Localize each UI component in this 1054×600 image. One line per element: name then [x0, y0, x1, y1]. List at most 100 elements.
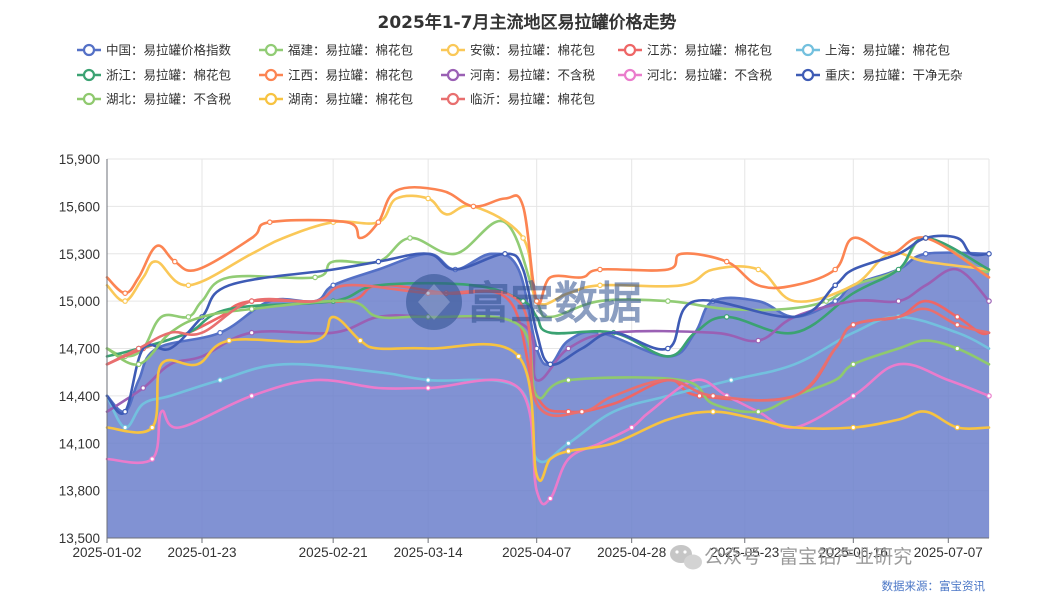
series-3-point[interactable] [425, 195, 431, 202]
series-10-point[interactable] [547, 361, 554, 368]
series-3-point[interactable] [755, 266, 762, 273]
series-12-point[interactable] [710, 408, 716, 415]
series-11-point[interactable] [565, 377, 572, 383]
legend-item-11[interactable]: 湖北：易拉罐：不含税 [77, 92, 232, 107]
series-9-point[interactable] [850, 393, 857, 399]
series-5-point[interactable] [565, 440, 572, 447]
series-5-point[interactable] [728, 377, 735, 383]
series-11-line[interactable] [105, 299, 991, 414]
series-7-line[interactable] [105, 186, 991, 306]
series-2-point[interactable] [312, 274, 318, 281]
series-2-point[interactable] [823, 298, 830, 304]
series-1-point[interactable] [330, 282, 337, 289]
legend-item-7[interactable]: 江西：易拉罐：棉花包 [259, 68, 413, 83]
series-5-point[interactable] [217, 377, 223, 383]
series-9-point[interactable] [986, 393, 992, 399]
series-7-point[interactable] [375, 219, 382, 226]
series-7-point[interactable] [122, 290, 128, 297]
series-11-point[interactable] [850, 361, 857, 368]
series-9-point[interactable] [547, 495, 554, 502]
legend-item-8[interactable]: 河南：易拉罐：不含税 [441, 68, 596, 83]
series-7-point[interactable] [832, 266, 839, 273]
series-3-point[interactable] [185, 282, 192, 289]
series-11-point[interactable] [248, 306, 255, 312]
series-6-point[interactable] [520, 298, 526, 304]
series-2-point[interactable] [665, 298, 671, 304]
series-13-point[interactable] [248, 298, 255, 304]
series-10-point[interactable] [665, 345, 671, 352]
legend-item-5[interactable]: 上海：易拉罐：棉花包 [796, 43, 950, 58]
series-7-point[interactable] [597, 266, 603, 273]
watermark-logo-mark [418, 284, 450, 320]
series-13-line[interactable] [105, 283, 991, 418]
series-12-point[interactable] [357, 337, 364, 344]
series-12-point[interactable] [226, 337, 232, 344]
series-10-point[interactable] [122, 408, 128, 415]
legend-item-1[interactable]: 中国：易拉罐价格指数 [77, 43, 232, 58]
series-10-point[interactable] [922, 235, 929, 241]
series-5-point[interactable] [122, 424, 128, 431]
series-8-point[interactable] [986, 298, 992, 304]
series-9-point[interactable] [248, 393, 255, 399]
series-5-point[interactable] [425, 377, 431, 383]
series-9-point[interactable] [149, 456, 156, 462]
series-6-line[interactable] [105, 236, 991, 358]
series-10-line[interactable] [105, 234, 991, 415]
series-3-point[interactable] [122, 298, 128, 304]
series-8-point[interactable] [755, 337, 762, 344]
series-9-point[interactable] [425, 385, 431, 391]
chart-legend[interactable]: 中国：易拉罐价格指数 福建：易拉罐：棉花包 安徽：易拉罐：棉花包 江苏：易拉罐：棉花包… [77, 43, 963, 107]
series-13-point[interactable] [954, 321, 961, 328]
series-4-point[interactable] [696, 393, 703, 399]
series-12-point[interactable] [515, 353, 522, 360]
series-3-point[interactable] [597, 282, 603, 289]
series-12-point[interactable] [149, 424, 156, 431]
series-7-point[interactable] [723, 258, 730, 265]
series-2-point[interactable] [407, 235, 413, 241]
series-10-point[interactable] [986, 251, 992, 257]
series-6-point[interactable] [723, 314, 730, 320]
series-12-point[interactable] [954, 424, 961, 431]
series-8-point[interactable] [140, 385, 147, 391]
series-11-point[interactable] [755, 408, 762, 415]
series-10-point[interactable] [832, 282, 839, 289]
series-8-point[interactable] [895, 298, 902, 304]
legend-label: 河南：易拉罐：不含税 [470, 68, 596, 83]
legend-item-2[interactable]: 福建：易拉罐：棉花包 [259, 43, 413, 58]
series-10-point[interactable] [502, 251, 508, 257]
legend-item-12[interactable]: 湖南：易拉罐：棉花包 [259, 92, 413, 107]
series-6-point[interactable] [895, 266, 902, 273]
series-9-line[interactable] [105, 362, 991, 506]
legend-item-3[interactable]: 安徽：易拉罐：棉花包 [441, 43, 595, 58]
series-11-point[interactable] [954, 345, 961, 352]
legend-item-4[interactable]: 江苏：易拉罐：棉花包 [618, 43, 772, 58]
legend-item-10[interactable]: 重庆：易拉罐：干净无杂 [796, 68, 963, 83]
series-7-point[interactable] [172, 258, 178, 265]
series-12-point[interactable] [565, 448, 572, 454]
series-13-point[interactable] [710, 393, 716, 399]
wechat-label: 公众号 · 富宝铝产业研究 [704, 546, 912, 568]
series-2-point[interactable] [185, 314, 192, 320]
legend-item-13[interactable]: 临沂：易拉罐：棉花包 [441, 92, 595, 107]
series-8-point[interactable] [248, 329, 255, 336]
series-1-point[interactable] [922, 251, 929, 257]
series-12-point[interactable] [850, 424, 857, 431]
series-7-point[interactable] [470, 203, 477, 210]
series-11-point[interactable] [135, 361, 142, 368]
series-8-point[interactable] [565, 345, 572, 352]
legend-item-9[interactable]: 河北：易拉罐：不含税 [618, 68, 773, 83]
series-4-point[interactable] [954, 314, 961, 320]
series-7-point[interactable] [533, 298, 540, 304]
series-10-point[interactable] [375, 258, 382, 265]
series-7-point[interactable] [266, 219, 273, 226]
series-13-point[interactable] [135, 345, 142, 352]
series-9-point[interactable] [628, 424, 635, 431]
series-3-point[interactable] [520, 235, 526, 241]
legend-item-6[interactable]: 浙江：易拉罐：棉花包 [77, 68, 231, 83]
series-1-point[interactable] [217, 329, 223, 336]
chart-title: 2025年1-7月主流地区易拉罐价格走势 [377, 12, 676, 33]
series-13-point[interactable] [579, 408, 585, 415]
x-tick-label: 2025-06-16 [819, 545, 888, 560]
series-1-point[interactable] [832, 298, 839, 304]
series-13-point[interactable] [850, 321, 857, 328]
